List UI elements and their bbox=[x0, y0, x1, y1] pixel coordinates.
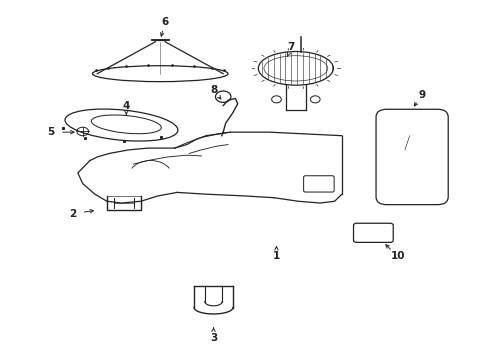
Text: 9: 9 bbox=[418, 90, 425, 100]
Text: 6: 6 bbox=[161, 17, 169, 27]
Text: 7: 7 bbox=[287, 42, 294, 52]
Text: 5: 5 bbox=[48, 127, 55, 137]
Text: 1: 1 bbox=[273, 251, 280, 261]
Text: 4: 4 bbox=[122, 100, 130, 111]
Text: 10: 10 bbox=[391, 251, 405, 261]
Text: 2: 2 bbox=[70, 209, 76, 219]
Text: 3: 3 bbox=[210, 333, 217, 343]
Text: 8: 8 bbox=[210, 85, 217, 95]
